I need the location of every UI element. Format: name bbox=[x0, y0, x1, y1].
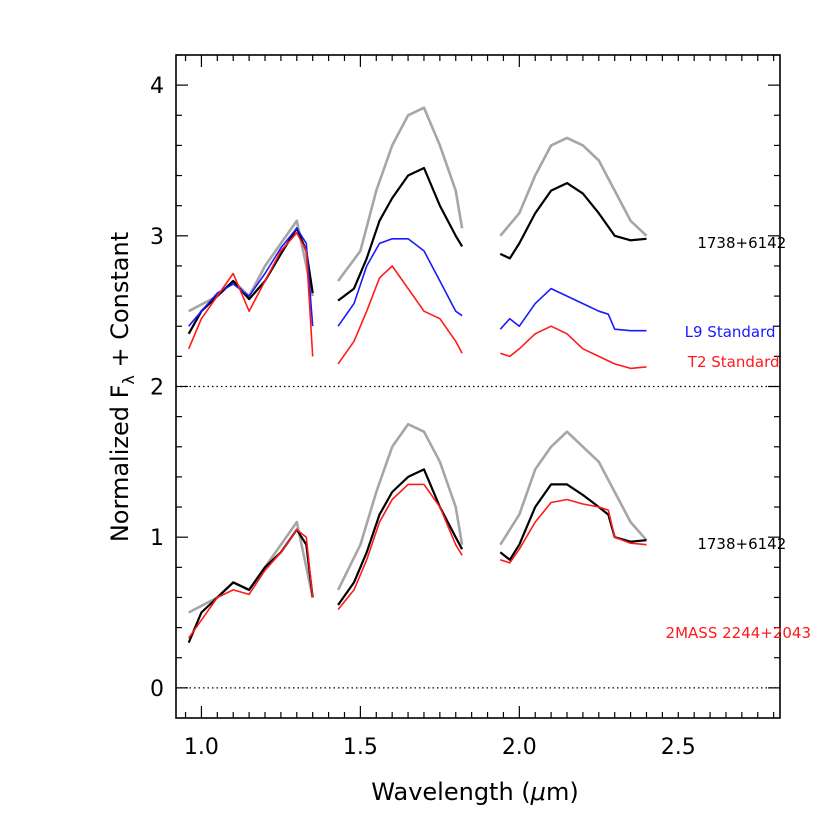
tick-labels: 1.0 1.5 2.0 2.5 0 1 2 3 4 bbox=[150, 74, 696, 760]
series-line-top_uncertainty bbox=[337, 106, 464, 282]
series-line-top_object bbox=[499, 182, 647, 260]
y-tick-label: 0 bbox=[150, 677, 164, 702]
series-line-top_object bbox=[337, 166, 464, 302]
annotation-l9: L9 Standard bbox=[685, 323, 776, 341]
series-line-bottom_object bbox=[337, 468, 464, 606]
y-axis-title: Normalized Fλ + Constant bbox=[106, 232, 138, 542]
x-tick-label: 1.0 bbox=[184, 735, 219, 760]
series-line-bottom_reference bbox=[337, 483, 463, 611]
series-line-bottom_uncertainty bbox=[336, 422, 464, 591]
y-tick-label: 4 bbox=[150, 74, 164, 99]
series-line-l9_standard bbox=[337, 238, 463, 327]
series-line-top_uncertainty bbox=[499, 136, 648, 237]
y-tick-label: 1 bbox=[150, 526, 164, 551]
series-line-bottom_uncertainty bbox=[499, 430, 648, 546]
annotation-bottom-obj: 1738+6142 bbox=[697, 535, 786, 553]
annotations: 1738+6142 L9 Standard T2 Standard 1738+6142… bbox=[666, 234, 811, 642]
x-tick-label: 2.0 bbox=[502, 735, 537, 760]
series-line-t2_standard bbox=[337, 265, 463, 365]
series-line-t2_standard bbox=[187, 232, 314, 357]
series-line-l9_standard bbox=[188, 227, 314, 327]
series-line-bottom_reference bbox=[188, 528, 314, 639]
annotation-bottom-ref: 2MASS 2244+2043 bbox=[666, 624, 811, 642]
axis-ticks bbox=[176, 54, 780, 718]
y-tick-label: 2 bbox=[150, 376, 164, 401]
annotation-t2: T2 Standard bbox=[687, 353, 780, 371]
lambda-subscript: λ bbox=[119, 375, 138, 384]
series-bottom_reference bbox=[188, 483, 647, 639]
series-line-l9_standard bbox=[499, 287, 647, 332]
series-layer bbox=[187, 106, 648, 644]
y-tick-label: 3 bbox=[150, 225, 164, 250]
x-tick-label: 2.5 bbox=[661, 735, 696, 760]
plot-frame bbox=[175, 54, 781, 719]
x-tick-label: 1.5 bbox=[343, 735, 378, 760]
mu-symbol: μ bbox=[530, 778, 546, 806]
reference-lines bbox=[176, 385, 780, 689]
series-line-t2_standard bbox=[500, 325, 647, 370]
series-l9_standard bbox=[188, 227, 647, 332]
series-line-top_object bbox=[187, 227, 314, 335]
series-t2_standard bbox=[187, 232, 647, 370]
annotation-top-obj: 1738+6142 bbox=[697, 234, 786, 252]
series-line-bottom_object bbox=[187, 528, 314, 644]
series-top_object bbox=[187, 166, 647, 335]
x-axis-title: Wavelength (μm) bbox=[371, 778, 578, 806]
series-line-bottom_reference bbox=[500, 498, 647, 564]
